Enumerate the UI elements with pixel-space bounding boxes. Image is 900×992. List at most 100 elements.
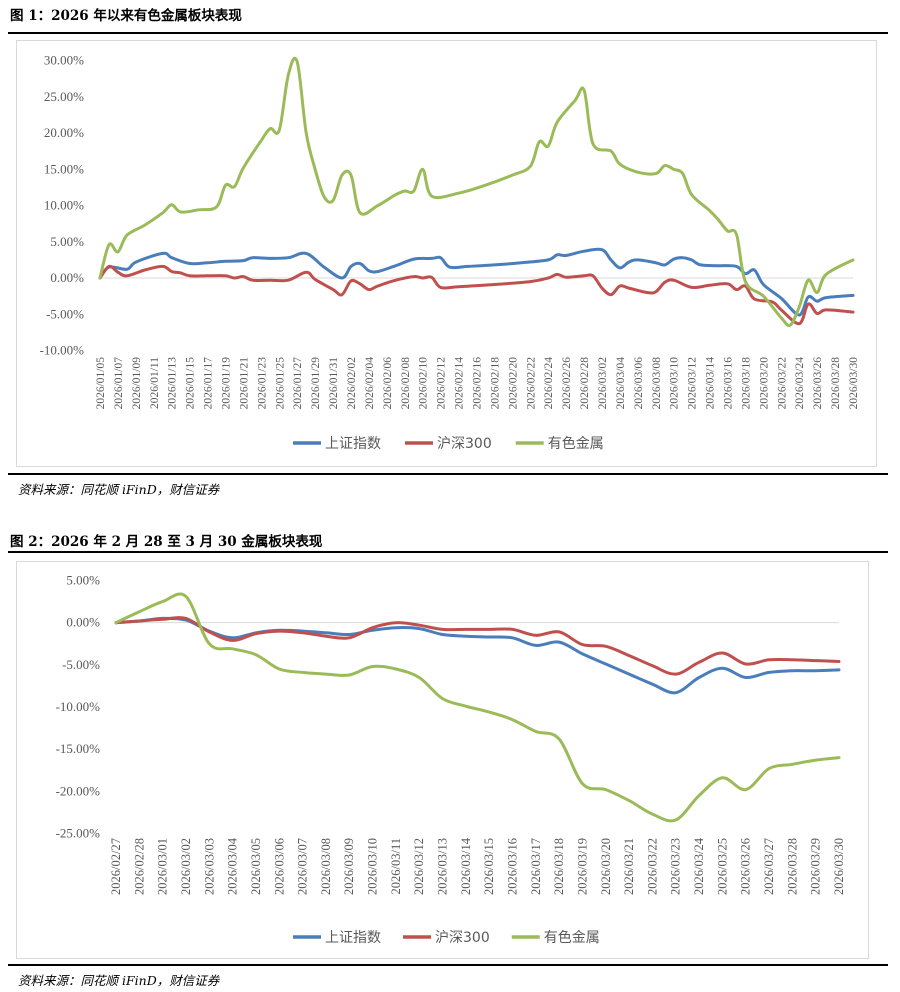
figure-1-source: 资料来源：同花顺 iFinD，财信证券 — [18, 482, 220, 497]
chart2-y-tick-label: -10.00% — [56, 699, 101, 714]
chart1-x-tick-label: 2026/03/08 — [651, 357, 663, 410]
chart1-x-tick-label: 2026/03/30 — [848, 357, 860, 410]
chart1-legend-label-2: 沪深300 — [437, 436, 492, 452]
chart1-x-tick-label: 2026/03/20 — [758, 357, 770, 410]
chart1-y-tick-label: 0.00% — [50, 270, 84, 285]
chart1-x-tick-label: 2026/01/17 — [203, 357, 215, 410]
chart2-x-tick-label: 2026/03/11 — [389, 838, 403, 894]
chart2-x-tick-label: 2026/03/26 — [739, 838, 753, 895]
figure-1-title: 图 1：2026 年以来有色金属板块表现 — [10, 8, 242, 24]
chart2-y-tick-label: 0.00% — [66, 615, 100, 630]
chart1-series-line-3 — [98, 56, 855, 327]
chart2-x-tick-label: 2026/03/08 — [319, 838, 333, 895]
chart2-legend: 上证指数 沪深300 有色金属 — [293, 929, 600, 946]
chart2-legend-label-2: 沪深300 — [435, 930, 490, 946]
chart2-x-tick-label: 2026/03/03 — [202, 838, 216, 895]
chart2-x-tick-label: 2026/03/13 — [436, 838, 450, 895]
chart2-x-tick-label: 2026/03/17 — [529, 838, 543, 895]
chart2-x-tick-label: 2026/03/29 — [809, 838, 823, 895]
chart1-x-tick-label: 2026/02/04 — [364, 357, 376, 410]
chart1-x-tick-label: 2026/02/10 — [418, 357, 430, 410]
chart1-x-tick-label: 2026/03/22 — [776, 357, 788, 410]
chart1-x-tick-label: 2026/03/14 — [705, 357, 717, 410]
chart2-x-tick-label: 2026/03/06 — [272, 838, 286, 895]
chart1-x-tick-label: 2026/02/08 — [400, 357, 412, 410]
chart2-x-tick-label: 2026/03/07 — [296, 838, 310, 895]
chart2-x-tick-label: 2026/03/18 — [552, 838, 566, 895]
chart2-series-line-3 — [114, 592, 841, 823]
chart1-x-tick-label: 2026/02/18 — [489, 357, 501, 410]
chart2-x-tick-label: 2026/03/25 — [715, 838, 729, 895]
chart2-legend-label-3: 有色金属 — [544, 929, 600, 946]
chart1-x-tick-label: 2026/02/16 — [472, 357, 484, 410]
chart1-x-tick-label: 2026/01/27 — [292, 357, 304, 410]
figure-2-source: 资料来源：同花顺 iFinD，财信证券 — [18, 973, 220, 988]
chart2-x-tick-label: 2026/03/10 — [366, 838, 380, 895]
chart1-x-tick-label: 2026/01/09 — [131, 357, 143, 410]
chart2-x-tick-label: 2026/03/04 — [226, 837, 240, 895]
chart1-x-tick-label: 2026/01/07 — [113, 357, 125, 410]
chart2-y-tick-label: 5.00% — [66, 573, 100, 588]
chart1-y-tick-label: 20.00% — [44, 125, 84, 140]
chart1-x-tick-label: 2026/03/04 — [615, 357, 627, 410]
chart1-y-tick-label: 25.00% — [44, 89, 84, 104]
chart1-x-tick-label: 2026/02/22 — [525, 357, 537, 410]
chart1-y-tick-label: -5.00% — [46, 306, 84, 321]
chart1-legend: 上证指数 沪深300 有色金属 — [293, 435, 604, 452]
chart2-x-tick-label: 2026/03/05 — [249, 838, 263, 895]
chart1-x-tick-label: 2026/03/28 — [830, 357, 842, 410]
chart2-x-tick-label: 2026/03/12 — [412, 838, 426, 895]
chart2-x-tick-label: 2026/03/01 — [156, 838, 170, 895]
chart2-x-tick-label: 2026/03/14 — [459, 837, 473, 895]
chart1-x-tick-label: 2026/03/02 — [597, 357, 609, 410]
chart2-x-tick-label: 2026/03/28 — [785, 838, 799, 895]
chart1-x-tick-label: 2026/01/21 — [238, 357, 250, 410]
chart1-x-tick-label: 2026/02/24 — [543, 357, 555, 410]
chart1-x-tick-label: 2026/03/18 — [740, 357, 752, 410]
chart1-y-tick-label: 15.00% — [44, 161, 84, 176]
figure-2-chart-frame: 5.00% 0.00% -5.00% -10.00% -15.00% -20.00% -25… — [16, 561, 869, 959]
chart1-legend-label-1: 上证指数 — [325, 436, 381, 452]
chart1-series-line-1 — [98, 247, 855, 317]
chart2-x-tick-label: 2026/02/27 — [109, 838, 123, 895]
figure-1-top-rule — [8, 32, 888, 34]
chart2-x-tick-label: 2026/03/23 — [669, 838, 683, 895]
chart2-x-tick-label: 2026/03/19 — [575, 838, 589, 895]
chart2-y-tick-label: -5.00% — [62, 657, 100, 672]
chart1-x-tick-label: 2026/01/31 — [328, 357, 340, 410]
chart2-legend-label-1: 上证指数 — [325, 930, 381, 946]
chart1-x-tick-label: 2026/03/12 — [687, 357, 699, 410]
chart2-x-tick-label: 2026/03/15 — [482, 838, 496, 895]
figure-2-title: 图 2：2026 年 2 月 28 至 3 月 30 金属板块表现 — [10, 534, 323, 550]
chart1-x-tick-label: 2026/02/14 — [454, 357, 466, 410]
chart1-y-tick-label: 30.00% — [44, 53, 84, 68]
chart1-x-tick-label: 2026/01/23 — [256, 357, 268, 410]
chart1-x-tick-label: 2026/01/05 — [95, 357, 107, 410]
chart2-x-tick-label: 2026/03/21 — [622, 838, 636, 895]
figure-1-chart: 30.00% 25.00% 20.00% 15.00% 10.00% 5.00% 0.00%… — [40, 53, 860, 453]
chart2-x-tick-label: 2026/03/16 — [505, 838, 519, 895]
chart1-x-tick-label: 2026/01/13 — [167, 357, 179, 410]
chart1-x-tick-label: 2026/01/19 — [221, 357, 233, 410]
chart2-y-tick-label: -25.00% — [56, 826, 101, 841]
chart1-x-tick-label: 2026/02/28 — [579, 357, 591, 410]
chart1-series-line-2 — [98, 264, 855, 326]
chart2-x-tick-label: 2026/03/30 — [832, 838, 846, 895]
chart1-y-tick-label: 10.00% — [44, 198, 84, 213]
chart1-x-tick-label: 2026/02/12 — [436, 357, 448, 410]
figure-1-chart-frame: 30.00% 25.00% 20.00% 15.00% 10.00% 5.00% 0.00%… — [16, 40, 877, 467]
chart1-x-tick-label: 2026/03/16 — [723, 357, 735, 410]
chart1-x-tick-label: 2026/03/24 — [794, 357, 806, 410]
chart2-x-tick-label: 2026/03/27 — [762, 838, 776, 895]
chart1-y-tick-label: 5.00% — [50, 234, 84, 249]
chart1-x-tick-label: 2026/02/06 — [382, 357, 394, 410]
chart2-x-tick-label: 2026/03/02 — [179, 838, 193, 895]
chart1-x-tick-label: 2026/02/26 — [561, 357, 573, 410]
chart2-series-line-1 — [114, 616, 841, 695]
chart2-x-tick-label: 2026/03/09 — [342, 838, 356, 895]
chart2-y-tick-label: -20.00% — [56, 783, 101, 798]
figure-1-bottom-rule — [8, 473, 888, 475]
figure-2-chart: 5.00% 0.00% -5.00% -10.00% -15.00% -20.00% -25… — [56, 573, 846, 947]
chart2-series-line-2 — [114, 616, 841, 676]
chart1-x-tick-label: 2026/01/29 — [310, 357, 322, 410]
